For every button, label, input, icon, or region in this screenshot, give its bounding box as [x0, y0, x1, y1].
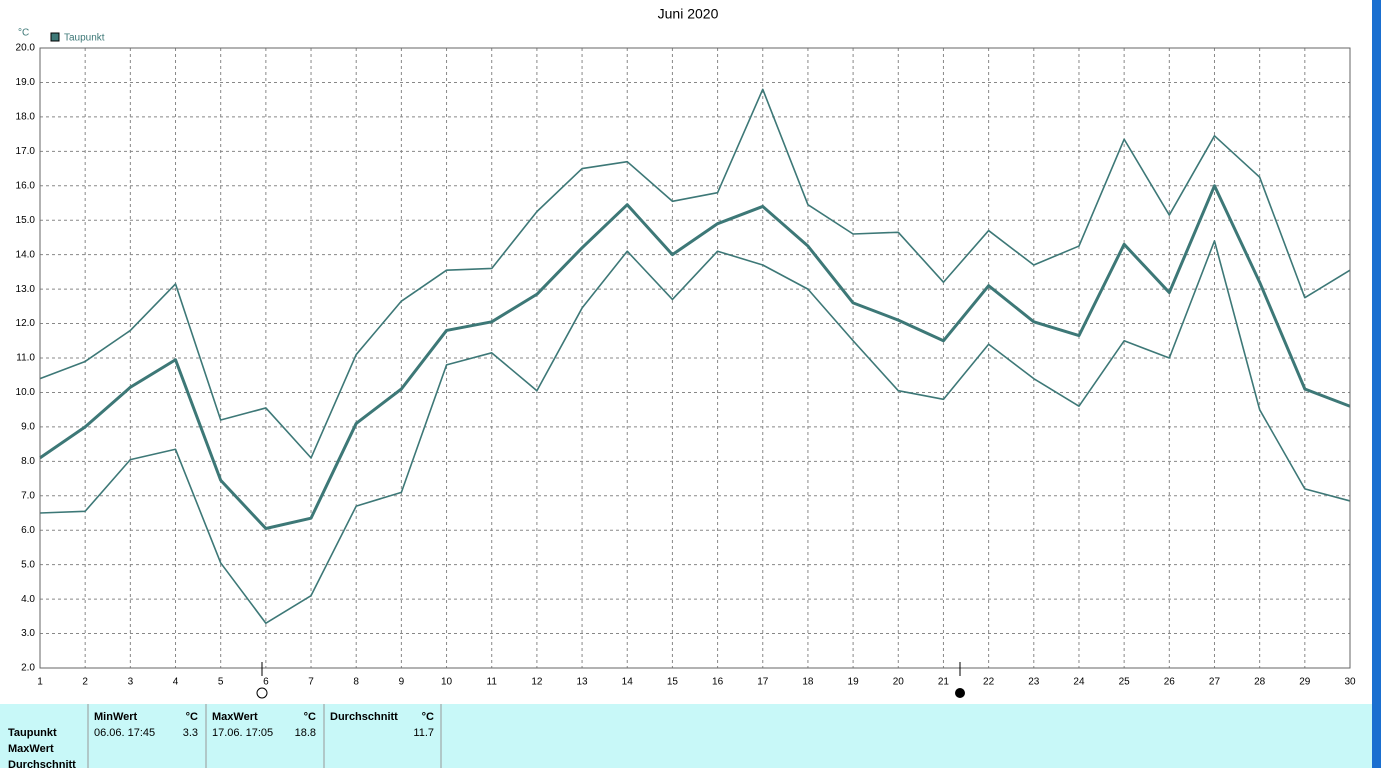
- value: 11.7: [413, 727, 434, 739]
- x-tick-label: 25: [1119, 677, 1131, 688]
- window-edge: [1372, 0, 1381, 768]
- chart-title: Juni 2020: [658, 6, 719, 22]
- x-tick-label: 26: [1164, 677, 1176, 688]
- unit: °C: [186, 711, 198, 723]
- y-tick-label: 3.0: [21, 628, 35, 639]
- x-tick-label: 10: [441, 677, 453, 688]
- series-line: [39, 240, 1351, 625]
- x-tick-label: 27: [1209, 677, 1221, 688]
- x-tick-label: 4: [173, 677, 179, 688]
- x-tick-label: 17: [757, 677, 769, 688]
- value: 18.8: [295, 727, 316, 739]
- x-tick-label: 22: [983, 677, 995, 688]
- x-tick-label: 18: [802, 677, 814, 688]
- x-tick-label: 1: [37, 677, 43, 688]
- unit: °C: [422, 711, 434, 723]
- y-tick-label: 14.0: [16, 249, 36, 260]
- x-tick-label: 2: [82, 677, 88, 688]
- y-tick-label: 13.0: [16, 284, 36, 295]
- column-header: MinWert: [94, 711, 138, 723]
- x-tick-label: 6: [263, 677, 269, 688]
- x-tick-label: 24: [1073, 677, 1085, 688]
- x-tick-label: 11: [487, 677, 498, 688]
- y-tick-label: 15.0: [16, 215, 36, 226]
- series-line: [39, 184, 1351, 530]
- y-tick-label: 9.0: [21, 422, 35, 433]
- x-tick-label: 9: [399, 677, 405, 688]
- y-tick-label: 11.0: [16, 353, 35, 364]
- series-line: [39, 88, 1351, 459]
- y-tick-label: 16.0: [16, 180, 36, 191]
- y-tick-label: 17.0: [16, 146, 36, 157]
- row-label: Durchschnitt: [8, 759, 76, 768]
- x-tick-label: 3: [128, 677, 134, 688]
- legend-swatch: [50, 32, 60, 42]
- plot: 2.0 3.0 4.0 5.0 6.0 7.0 8.0 9.0 10.0 11.0 12.0 13.0…: [16, 43, 1356, 688]
- x-tick-label: 21: [938, 677, 950, 688]
- y-axis-label: °C: [18, 28, 29, 39]
- x-tick-label: 29: [1299, 677, 1311, 688]
- full-moon-icon: [256, 687, 268, 699]
- x-tick-label: 23: [1028, 677, 1040, 688]
- y-tick-label: 20.0: [16, 43, 36, 54]
- x-tick-label: 7: [308, 677, 314, 688]
- y-tick-label: 12.0: [16, 318, 36, 329]
- unit: °C: [304, 711, 316, 723]
- value: 3.3: [183, 727, 198, 739]
- y-tick-label: 6.0: [21, 525, 35, 536]
- row-label: Taupunkt: [8, 727, 57, 739]
- x-tick-label: 13: [577, 677, 589, 688]
- y-tick-label: 10.0: [16, 387, 36, 398]
- y-tick-label: 4.0: [21, 594, 35, 605]
- legend-label: Taupunkt: [64, 33, 105, 44]
- x-tick-label: 16: [712, 677, 724, 688]
- table-lines: [87, 704, 442, 768]
- plot-frame: [39, 47, 1351, 669]
- y-tick-label: 18.0: [16, 112, 36, 123]
- x-tick-label: 20: [893, 677, 905, 688]
- x-tick-label: 5: [218, 677, 224, 688]
- column-header: MaxWert: [212, 711, 258, 723]
- x-tick-label: 28: [1254, 677, 1266, 688]
- column-header: Durchschnitt: [330, 711, 398, 723]
- x-tick-label: 19: [848, 677, 860, 688]
- new-moon-icon: [955, 688, 965, 698]
- y-tick-label: 5.0: [21, 559, 35, 570]
- x-tick-label: 8: [353, 677, 359, 688]
- x-tick-label: 12: [531, 677, 543, 688]
- time: 06.06. 17:45: [94, 727, 155, 739]
- x-tick-label: 14: [622, 677, 634, 688]
- y-tick-label: 8.0: [21, 456, 35, 467]
- stats-panel: [0, 704, 1372, 768]
- time: 17.06. 17:05: [212, 727, 273, 739]
- y-tick-label: 2.0: [21, 663, 35, 674]
- y-tick-label: 7.0: [21, 490, 35, 501]
- row-label: MaxWert: [8, 743, 54, 755]
- y-tick-label: 19.0: [16, 77, 36, 88]
- x-tick-label: 30: [1344, 677, 1356, 688]
- x-tick-label: 15: [667, 677, 679, 688]
